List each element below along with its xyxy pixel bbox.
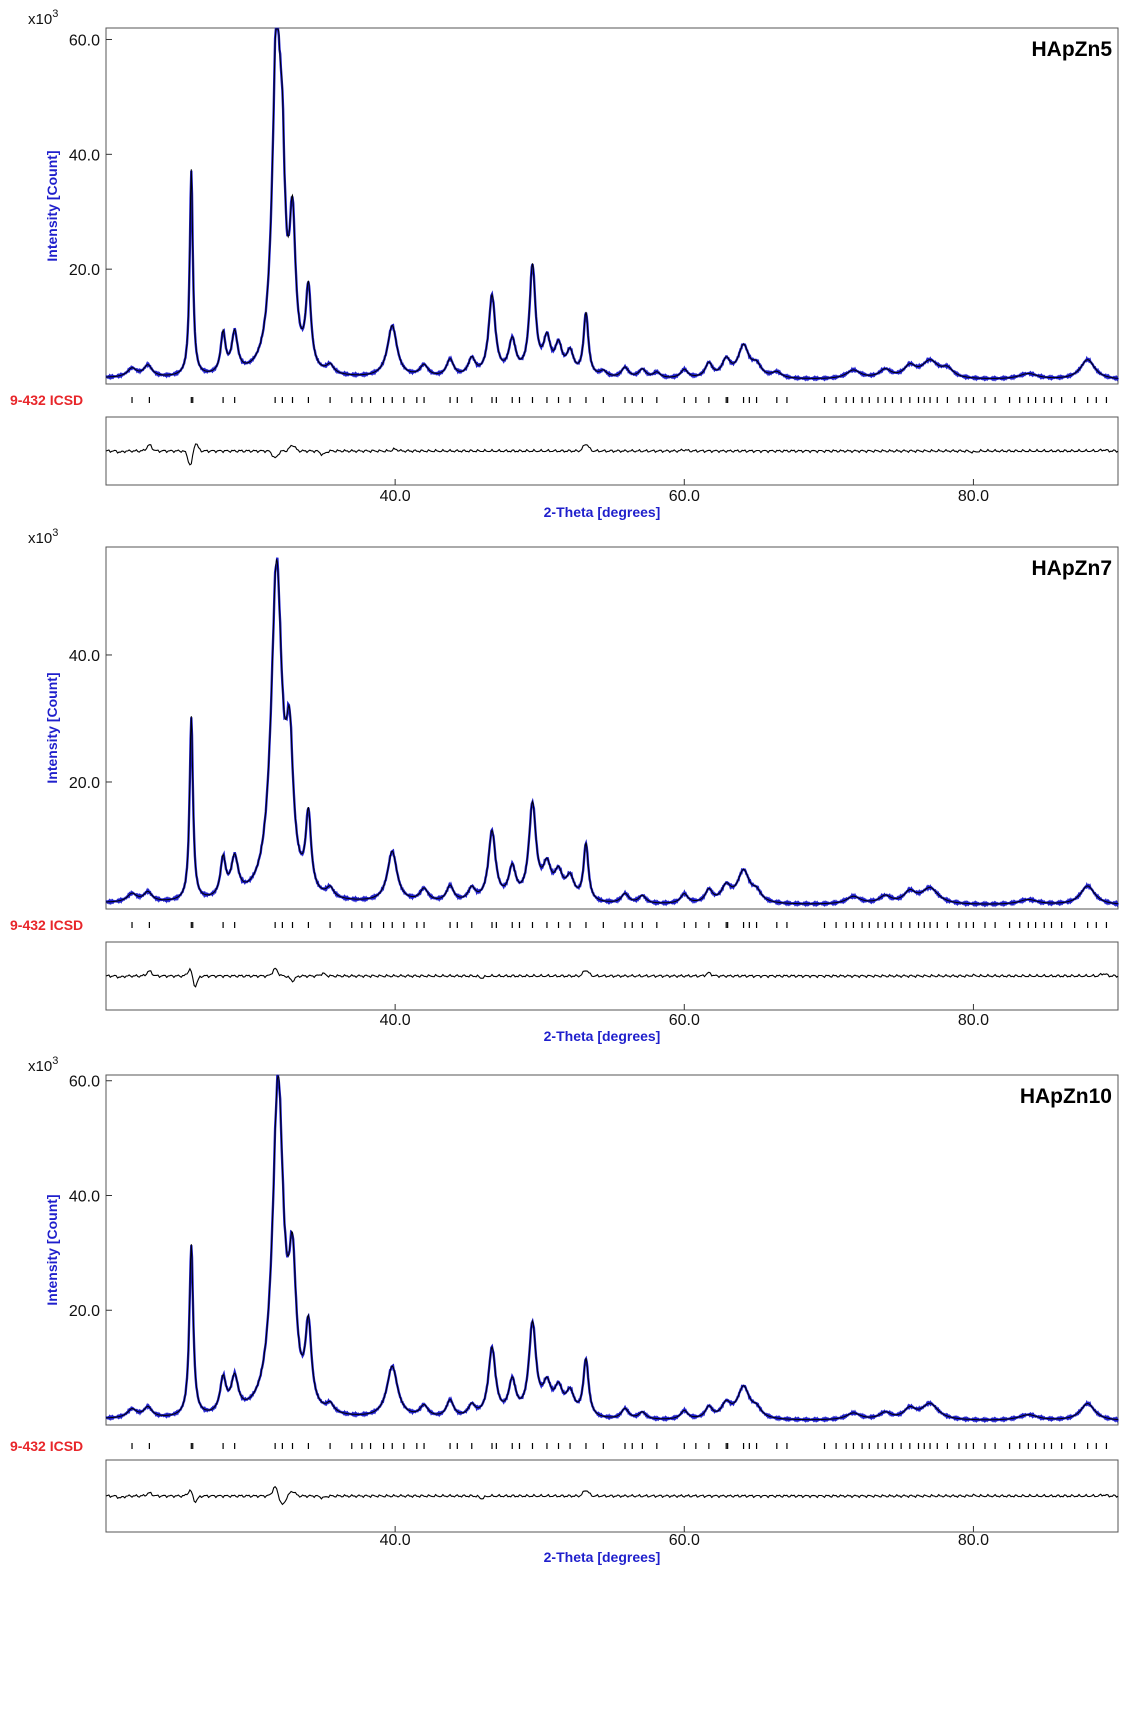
x-axis-title: 2-Theta [degrees] (544, 504, 661, 520)
y-tick-label: 20.0 (69, 1303, 100, 1320)
y-multiplier-label: x103 (28, 8, 58, 28)
calculated-profile (106, 559, 1119, 905)
plot-frame (105, 546, 1119, 910)
x-tick-label: 40.0 (380, 1012, 411, 1029)
x-tick-label: 80.0 (958, 1532, 989, 1549)
y-tick-label: 40.0 (69, 147, 100, 164)
chart-panel-2: 20.0 40.0 x103 Intensity [Count] HApZn7 9-432… (10, 527, 1120, 1044)
y-axis-title: Intensity [Count] (44, 672, 60, 783)
y-multiplier-label: x103 (28, 527, 58, 547)
x-tick-label: 60.0 (669, 1532, 700, 1549)
x-tick-label: 40.0 (380, 1532, 411, 1549)
reference-label: 9-432 ICSD (10, 1438, 83, 1454)
x-axis-title: 2-Theta [degrees] (544, 1028, 661, 1044)
y-axis-title: Intensity [Count] (44, 1194, 60, 1305)
x-tick-label: 40.0 (380, 488, 411, 505)
y-tick-label: 20.0 (69, 775, 100, 792)
y-tick-label: 60.0 (69, 32, 100, 49)
reference-label: 9-432 ICSD (10, 392, 83, 408)
y-tick-label: 60.0 (69, 1074, 100, 1091)
y-axis-title: Intensity [Count] (44, 150, 60, 261)
y-tick-label: 40.0 (69, 648, 100, 665)
y-tick-label: 40.0 (69, 1188, 100, 1205)
difference-curve (105, 443, 1119, 466)
x-tick-label: 80.0 (958, 1012, 989, 1029)
calculated-profile (105, 1074, 1118, 1421)
reference-label: 9-432 ICSD (10, 917, 83, 933)
chart-panel-3: 20.0 40.0 60.0 x103 Intensity [Count] HApZn10… (10, 1055, 1120, 1565)
x-axis-title: 2-Theta [degrees] (544, 1549, 661, 1565)
y-multiplier-label: x103 (28, 1055, 58, 1075)
panel-title: HApZn5 (1032, 38, 1113, 61)
calculated-profile (106, 28, 1119, 379)
chart-panel-1: 20.0 40.0 60.0 x103 Intensity [Count] HApZn5 9… (10, 8, 1120, 520)
x-tick-label: 60.0 (669, 1012, 700, 1029)
observed-profile (105, 27, 1120, 382)
difference-curve (105, 1485, 1119, 1506)
plot-frame (105, 27, 1119, 385)
y-tick-label: 20.0 (69, 262, 100, 279)
observed-profile (105, 557, 1120, 908)
difference-curve (105, 967, 1119, 988)
x-tick-label: 60.0 (669, 488, 700, 505)
panel-title: HApZn10 (1020, 1085, 1112, 1108)
plot-frame (105, 1074, 1119, 1426)
observed-profile (105, 1074, 1120, 1424)
panel-title: HApZn7 (1032, 557, 1113, 580)
x-tick-label: 80.0 (958, 488, 989, 505)
